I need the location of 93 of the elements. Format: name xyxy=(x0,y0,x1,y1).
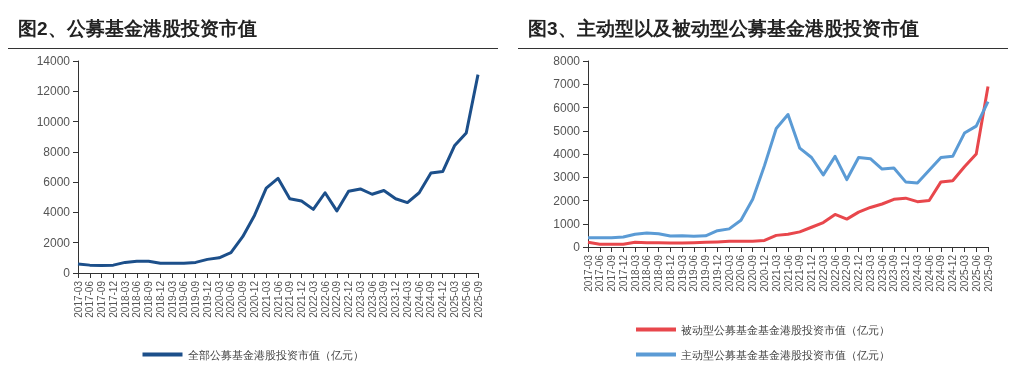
x-tick-label: 2023-06 xyxy=(366,280,378,318)
x-tick-label: 2019-09 xyxy=(190,280,202,318)
x-tick-label: 2020-06 xyxy=(735,254,747,292)
y-tick-label: 3000 xyxy=(553,170,581,185)
x-tick-label: 2020-06 xyxy=(225,280,237,318)
x-tick-label: 2021-12 xyxy=(806,254,818,292)
y-tick-label: 4000 xyxy=(553,147,581,161)
x-tick-label: 2024-06 xyxy=(413,280,425,318)
chart-title: 图2、公募基金港股投资市值 xyxy=(8,8,498,49)
x-tick-label: 2024-03 xyxy=(401,280,413,318)
x-tick-label: 2018-06 xyxy=(641,254,653,292)
x-tick-label: 2021-03 xyxy=(260,280,272,318)
x-tick-label: 2021-12 xyxy=(296,280,308,318)
x-tick-label: 2018-06 xyxy=(131,280,143,318)
y-tick-label: 0 xyxy=(573,240,581,254)
legend-label: 主动型公募基金基金港股投资市值（亿元） xyxy=(681,348,890,361)
x-tick-label: 2018-03 xyxy=(629,254,641,292)
y-tick-label: 7000 xyxy=(553,77,581,92)
x-tick-label: 2024-12 xyxy=(947,254,959,292)
x-tick-label: 2022-06 xyxy=(829,254,841,292)
x-tick-label: 2021-06 xyxy=(782,254,794,292)
y-tick-label: 1000 xyxy=(553,216,581,231)
x-tick-label: 2023-09 xyxy=(888,254,900,292)
y-tick-label: 12000 xyxy=(36,84,71,99)
y-tick-label: 2000 xyxy=(553,193,581,208)
x-tick-label: 2021-09 xyxy=(284,280,296,318)
x-tick-label: 2025-06 xyxy=(460,280,472,318)
x-tick-label: 2025-09 xyxy=(982,254,994,292)
y-tick-label: 14000 xyxy=(36,54,71,68)
x-tick-label: 2025-06 xyxy=(970,254,982,292)
y-tick-label: 8000 xyxy=(43,144,71,159)
x-tick-label: 2023-09 xyxy=(378,280,390,318)
x-tick-label: 2025-09 xyxy=(472,280,484,318)
x-tick-label: 2022-03 xyxy=(307,280,319,318)
x-tick-label: 2024-06 xyxy=(923,254,935,292)
x-tick-label: 2017-03 xyxy=(72,280,84,318)
x-tick-label: 2019-03 xyxy=(166,280,178,318)
x-tick-label: 2022-06 xyxy=(319,280,331,318)
chart-title: 图3、主动型以及被动型公募基金港股投资市值 xyxy=(518,8,1008,49)
y-tick-label: 4000 xyxy=(43,205,71,220)
y-tick-label: 8000 xyxy=(553,54,581,68)
y-tick-label: 0 xyxy=(63,266,71,280)
x-tick-label: 2019-06 xyxy=(688,254,700,292)
legend-label: 全部公募基金港股投资市值（亿元） xyxy=(187,348,364,361)
x-tick-label: 2024-12 xyxy=(437,280,449,318)
x-tick-label: 2020-12 xyxy=(758,254,770,292)
line-series xyxy=(76,73,480,267)
x-tick-label: 2022-03 xyxy=(817,254,829,292)
x-tick-label: 2022-12 xyxy=(853,254,865,292)
y-tick-label: 2000 xyxy=(43,235,71,250)
x-tick-label: 2019-09 xyxy=(700,254,712,292)
x-tick-label: 2018-03 xyxy=(119,280,131,318)
x-tick-label: 2017-06 xyxy=(594,254,606,292)
x-tick-label: 2017-06 xyxy=(84,280,96,318)
y-tick-label: 10000 xyxy=(36,114,71,129)
x-tick-label: 2017-09 xyxy=(606,254,618,292)
x-tick-label: 2024-03 xyxy=(911,254,923,292)
x-tick-label: 2025-03 xyxy=(958,254,970,292)
x-tick-label: 2025-03 xyxy=(448,280,460,318)
x-tick-label: 2023-03 xyxy=(864,254,876,292)
x-tick-label: 2022-09 xyxy=(331,280,343,318)
x-tick-label: 2017-12 xyxy=(617,254,629,292)
x-tick-label: 2021-09 xyxy=(794,254,806,292)
x-tick-label: 2023-03 xyxy=(354,280,366,318)
x-tick-label: 2018-12 xyxy=(664,254,676,292)
x-tick-label: 2017-09 xyxy=(96,280,108,318)
x-tick-label: 2020-12 xyxy=(248,280,260,318)
y-tick-label: 6000 xyxy=(553,100,581,115)
x-tick-label: 2021-03 xyxy=(770,254,782,292)
x-tick-label: 2022-12 xyxy=(343,280,355,318)
x-tick-label: 2020-03 xyxy=(723,254,735,292)
x-tick-label: 2019-12 xyxy=(201,280,213,318)
x-tick-label: 2019-12 xyxy=(711,254,723,292)
x-tick-label: 2017-03 xyxy=(582,254,594,292)
x-tick-label: 2018-09 xyxy=(143,280,155,318)
x-tick-label: 2019-06 xyxy=(178,280,190,318)
x-tick-label: 2023-12 xyxy=(900,254,912,292)
x-tick-label: 2024-09 xyxy=(425,280,437,318)
legend-label: 被动型公募基金基金港股投资市值（亿元） xyxy=(681,323,890,336)
x-tick-label: 2020-03 xyxy=(213,280,225,318)
y-tick-label: 6000 xyxy=(43,175,71,190)
x-tick-label: 2020-09 xyxy=(747,254,759,292)
x-tick-label: 2023-12 xyxy=(390,280,402,318)
x-tick-label: 2021-06 xyxy=(272,280,284,318)
x-tick-label: 2020-09 xyxy=(237,280,249,318)
x-tick-label: 2023-06 xyxy=(876,254,888,292)
x-tick-label: 2022-09 xyxy=(841,254,853,292)
x-tick-label: 2017-12 xyxy=(107,280,119,318)
x-tick-label: 2018-12 xyxy=(154,280,166,318)
x-tick-label: 2018-09 xyxy=(653,254,665,292)
x-tick-label: 2024-09 xyxy=(935,254,947,292)
x-tick-label: 2019-03 xyxy=(676,254,688,292)
y-tick-label: 5000 xyxy=(553,123,581,138)
